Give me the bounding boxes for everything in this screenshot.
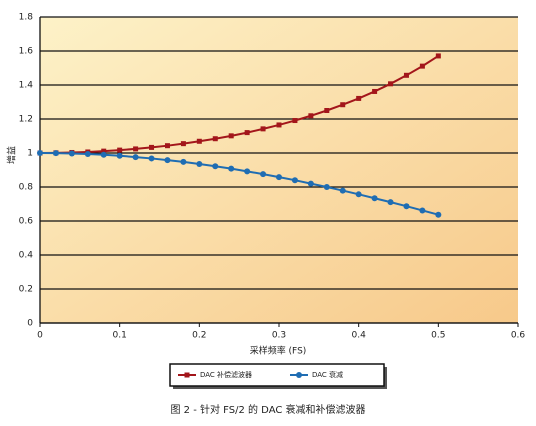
- point: [244, 130, 250, 136]
- point: [372, 88, 378, 94]
- y-tick-label: 0.2: [19, 285, 33, 295]
- point: [291, 177, 298, 184]
- point: [339, 187, 346, 194]
- point: [196, 161, 203, 168]
- legend-label: DAC 补偿滤波器: [200, 370, 252, 379]
- point: [371, 195, 378, 202]
- point: [101, 148, 107, 154]
- x-tick-label: 0.2: [192, 331, 206, 341]
- x-tick-label: 0.1: [113, 331, 127, 341]
- x-tick-label: 0.4: [352, 331, 367, 341]
- y-tick-label: 0.6: [19, 217, 34, 227]
- plot-area: [40, 17, 518, 323]
- point: [180, 141, 186, 147]
- x-tick-label: 0: [37, 331, 43, 341]
- y-tick-label: 1: [27, 149, 33, 159]
- point: [260, 171, 267, 178]
- point: [323, 184, 330, 190]
- point: [340, 102, 346, 108]
- y-axis-label: 增益: [6, 146, 18, 164]
- legend-marker: [184, 372, 190, 378]
- point: [419, 63, 425, 69]
- point: [435, 211, 442, 218]
- point: [116, 152, 123, 159]
- point: [228, 133, 234, 139]
- point: [132, 154, 139, 161]
- point: [164, 143, 170, 149]
- y-tick-label: 0.8: [19, 183, 34, 193]
- x-tick-label: 0.5: [431, 331, 445, 341]
- point: [419, 207, 426, 214]
- y-tick-label: 1.8: [19, 13, 34, 23]
- point: [180, 158, 187, 165]
- point: [324, 108, 330, 113]
- point: [149, 144, 155, 150]
- point: [164, 157, 171, 164]
- point: [68, 150, 75, 157]
- point: [133, 146, 139, 152]
- point: [228, 165, 235, 172]
- point: [100, 151, 107, 158]
- point: [244, 168, 251, 175]
- series-line: [39, 55, 439, 154]
- point: [355, 191, 362, 198]
- point: [292, 118, 298, 124]
- point: [196, 138, 202, 144]
- point: [260, 126, 266, 132]
- legend: [169, 363, 385, 387]
- point: [308, 113, 314, 119]
- y-tick-label: 1.4: [19, 81, 34, 91]
- x-tick-label: 0.6: [511, 331, 526, 341]
- point: [435, 53, 441, 59]
- legend-marker: [296, 372, 302, 378]
- point: [403, 203, 410, 210]
- point: [388, 81, 394, 87]
- point: [403, 72, 409, 78]
- point: [212, 136, 218, 142]
- point: [84, 151, 91, 158]
- x-axis-label: 采样频率 (FS): [250, 345, 307, 357]
- y-tick-label: 0.4: [19, 251, 34, 261]
- caption: 图 2 - 针对 FS/2 的 DAC 衰减和补偿滤波器: [170, 403, 365, 416]
- legend-label: DAC 衰减: [312, 370, 343, 379]
- point: [276, 174, 282, 181]
- point: [52, 150, 59, 157]
- y-tick-label: 1.6: [19, 47, 34, 57]
- y-tick-label: 1.2: [19, 115, 33, 125]
- x-tick-label: 0.3: [272, 331, 286, 341]
- point: [37, 150, 43, 156]
- point: [212, 163, 219, 170]
- point: [307, 180, 314, 187]
- point: [148, 155, 155, 162]
- point: [387, 199, 394, 206]
- point: [356, 95, 362, 101]
- y-tick-label: 0: [27, 319, 33, 329]
- point: [117, 147, 123, 153]
- point: [276, 122, 282, 128]
